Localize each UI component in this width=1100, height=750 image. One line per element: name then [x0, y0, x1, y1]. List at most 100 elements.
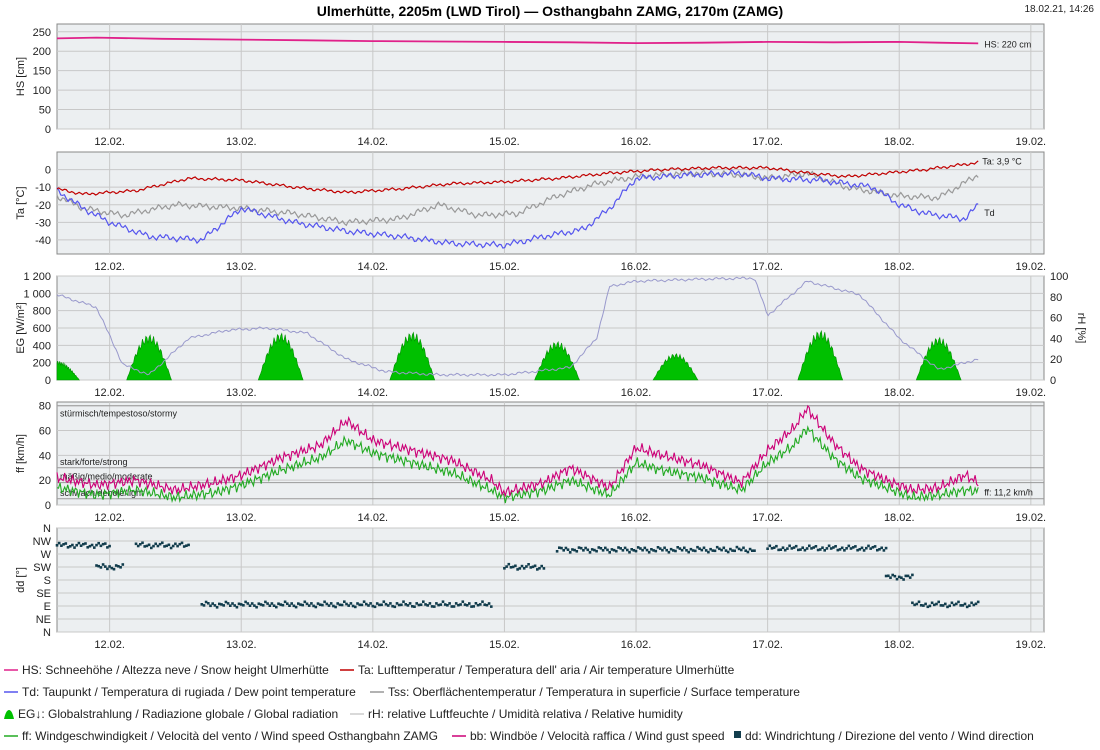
wind-direction-point	[718, 547, 721, 551]
y-tick-label: 50	[39, 105, 51, 117]
x-tick-label: 19.02.	[1016, 261, 1047, 273]
wind-direction-point	[185, 544, 188, 547]
wind-direction-point	[312, 604, 315, 608]
wind-direction-point	[786, 547, 789, 550]
wind-direction-point	[448, 602, 451, 605]
wind-direction-point	[266, 602, 269, 605]
wind-direction-point	[391, 604, 394, 608]
wind-direction-point	[253, 604, 256, 607]
wind-direction-point	[601, 549, 605, 552]
wind-direction-point	[753, 549, 756, 552]
wind-direction-point	[400, 603, 403, 607]
legend-item-bb: bb: Windböe / Velocità raffica / Wind gu…	[452, 729, 725, 743]
y-tick-label: 600	[33, 323, 51, 335]
y-tick-label: N	[43, 627, 51, 639]
legend-item-td: Td: Taupunkt / Temperatura di rugiada / …	[4, 685, 356, 699]
wind-direction-point	[610, 548, 614, 551]
x-tick-label: 19.02.	[1016, 512, 1047, 524]
wind-direction-point	[654, 549, 658, 553]
wind-direction-point	[356, 602, 359, 605]
x-tick-label: 16.02.	[621, 639, 652, 651]
wind-direction-point	[731, 549, 734, 552]
y-tick-label: NW	[33, 536, 52, 548]
wind-direction-point	[167, 543, 171, 547]
wind-direction-point	[593, 548, 596, 552]
wind-direction-point	[121, 563, 125, 566]
legend-item-hs: HS: Schneehöhe / Altezza neve / Snow hei…	[4, 663, 329, 677]
wind-direction-point	[906, 574, 910, 578]
wind-direction-point	[871, 546, 875, 549]
wind-direction-point	[897, 575, 901, 579]
wind-direction-point	[345, 602, 348, 606]
y-tick-label: 0	[45, 124, 51, 136]
wind-direction-point	[590, 548, 594, 551]
wind-direction-point	[237, 602, 241, 606]
wind-direction-point	[332, 604, 335, 608]
wind-direction-point	[963, 602, 967, 606]
y-axis-label: HS [cm]	[15, 57, 27, 96]
wind-direction-point	[562, 549, 565, 552]
wind-direction-point	[68, 545, 72, 548]
legend-label-dd: dd: Windrichtung / Direzione del vento /…	[745, 729, 1034, 743]
wind-direction-point	[696, 545, 699, 549]
wind-direction-point	[417, 603, 421, 607]
wind-direction-point	[568, 551, 572, 554]
wind-direction-point	[819, 548, 822, 551]
wind-direction-point	[746, 550, 750, 554]
wind-direction-point	[404, 603, 407, 606]
x-tick-label: 14.02.	[358, 639, 389, 651]
wind-direction-point	[573, 548, 576, 552]
legend-label-bb: bb: Windböe / Velocità raffica / Wind gu…	[470, 729, 725, 743]
wind-direction-point	[134, 542, 138, 546]
y2-tick-label: 80	[1050, 292, 1062, 304]
wind-direction-point	[887, 574, 890, 578]
wind-direction-point	[825, 547, 829, 550]
wind-direction-point	[84, 542, 87, 545]
wind-direction-point	[163, 545, 166, 548]
wind-direction-point	[658, 547, 662, 550]
wind-direction-point	[112, 567, 116, 571]
wind-direction-point	[847, 544, 851, 548]
y-tick-label: 20	[39, 475, 51, 487]
wind-direction-point	[955, 602, 958, 606]
wind-direction-point	[422, 600, 425, 603]
wind-direction-point	[454, 602, 458, 605]
wind-direction-point	[136, 544, 140, 548]
annotation-td: Td	[984, 208, 995, 218]
wind-direction-point	[838, 548, 842, 551]
wind-zone-label: schwach/debole/light	[60, 488, 144, 498]
wind-direction-point	[110, 566, 114, 570]
wind-direction-point	[301, 603, 304, 607]
wind-direction-point	[667, 550, 671, 554]
wind-direction-point	[744, 549, 747, 552]
wind-direction-point	[95, 564, 98, 567]
wind-direction-point	[674, 549, 677, 553]
wind-direction-point	[294, 605, 298, 609]
wind-direction-point	[575, 550, 579, 553]
wind-direction-point	[224, 600, 228, 604]
wind-direction-point	[827, 544, 831, 548]
wind-direction-point	[571, 548, 574, 551]
wind-direction-point	[832, 546, 835, 549]
wind-direction-point	[790, 547, 794, 550]
wind-direction-point	[630, 548, 633, 551]
annotation-hs: HS: 220 cm	[984, 39, 1031, 49]
wind-direction-point	[174, 542, 177, 546]
wind-direction-point	[928, 604, 932, 608]
wind-direction-point	[485, 603, 489, 607]
wind-direction-point	[419, 603, 423, 606]
y-tick-label: S	[44, 575, 51, 587]
wind-direction-point	[845, 547, 848, 550]
wind-direction-point	[944, 602, 947, 606]
wind-direction-point	[261, 604, 265, 607]
wind-direction-point	[805, 547, 809, 550]
wind-direction-point	[106, 546, 109, 549]
wind-direction-point	[250, 602, 254, 605]
wind-direction-point	[579, 546, 583, 550]
wind-direction-point	[862, 549, 866, 552]
wind-direction-point	[141, 541, 144, 545]
x-tick-label: 18.02.	[884, 387, 915, 399]
wind-direction-point	[220, 603, 223, 606]
wind-direction-point	[726, 550, 730, 554]
wind-direction-point	[101, 563, 105, 566]
